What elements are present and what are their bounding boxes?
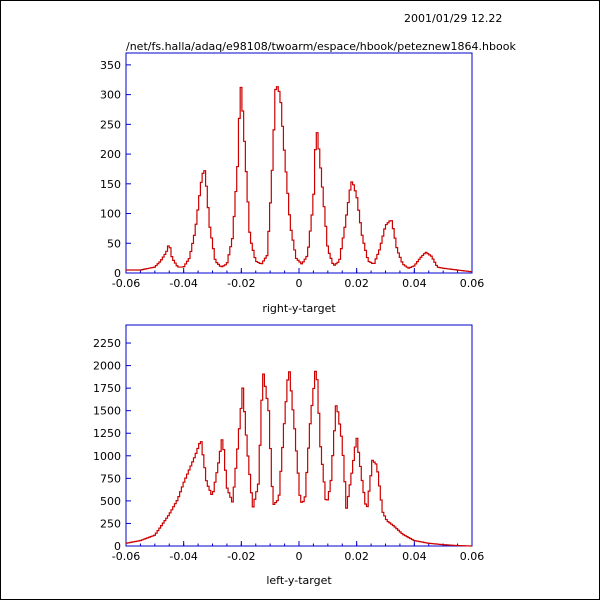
plot-left-y-tick-label: 750 xyxy=(100,472,121,485)
plot-right-x-tick-label: -0.06 xyxy=(112,277,140,290)
plot-right-y-tick-label: 50 xyxy=(107,237,121,250)
plot-left-x-tick-label: -0.04 xyxy=(169,550,197,563)
plot-left-frame xyxy=(125,324,473,547)
plot-left-x-tick-label: -0.02 xyxy=(227,550,255,563)
plot-left-y-tick-label: 500 xyxy=(100,495,121,508)
plot-left-x-tick-label: 0.02 xyxy=(344,550,369,563)
plot-left-y-tick-label: 1500 xyxy=(93,405,121,418)
plot-right-y-tick-label: 150 xyxy=(100,178,121,191)
plot-left-y-tick-label: 1250 xyxy=(93,427,121,440)
plot-right-x-tick-label: 0.06 xyxy=(460,277,485,290)
plot-right-y-tick-label: 100 xyxy=(100,208,121,221)
plot-right-x-tick-label: 0.02 xyxy=(344,277,369,290)
plot-right-y-tick-label: 0 xyxy=(114,267,121,280)
plot-left-x-tick-label: 0.06 xyxy=(460,550,485,563)
plot-right-x-tick-label: -0.04 xyxy=(169,277,197,290)
plot-left-histogram-line xyxy=(126,370,472,547)
plot-left-y-tick-label: 2000 xyxy=(93,360,121,373)
plot-left-x-tick-label: -0.06 xyxy=(112,550,140,563)
plot-right-x-tick-label: -0.02 xyxy=(227,277,255,290)
timestamp: 2001/01/29 12.22 xyxy=(404,12,503,25)
plot-left-y-tick-label: 2250 xyxy=(93,337,121,350)
plot-right-y-tick-label: 200 xyxy=(100,148,121,161)
plot-right-frame xyxy=(125,52,473,274)
plot-right-x-tick-label: 0 xyxy=(296,277,303,290)
plot-left-y-tick-label: 0 xyxy=(114,540,121,553)
plot-right-y-tick-label: 300 xyxy=(100,89,121,102)
plot-right-histogram-line xyxy=(126,86,472,273)
plot-left-x-tick-label: 0 xyxy=(296,550,303,563)
plot-right-x-tick-label: 0.04 xyxy=(402,277,427,290)
plot-left-x-tick-label: 0.04 xyxy=(402,550,427,563)
plot-right-x-axis-title: right-y-target xyxy=(262,302,336,315)
plot-right-y-tick-label: 250 xyxy=(100,118,121,131)
plot-left-y-tick-label: 1750 xyxy=(93,382,121,395)
plot-left-y-tick-label: 250 xyxy=(100,517,121,530)
plot-right-y-tick-label: 350 xyxy=(100,59,121,72)
plot-left-y-tick-label: 1000 xyxy=(93,450,121,463)
plot-left-x-axis-title: left-y-target xyxy=(266,574,332,587)
hbook-file-path: /net/fs.halla/adaq/e98108/twoarm/espace/… xyxy=(126,40,516,53)
